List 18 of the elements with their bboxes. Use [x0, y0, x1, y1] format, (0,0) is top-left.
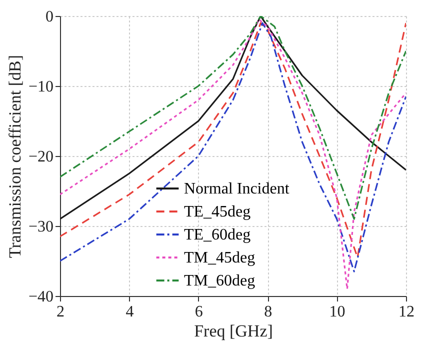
- x-axis-title: Freq [GHz]: [194, 322, 273, 340]
- x-tick-label: 12: [398, 304, 414, 320]
- x-tick-label: 6: [194, 304, 203, 320]
- legend-label: TE_45deg: [184, 204, 251, 220]
- x-tick-label: 2: [56, 304, 64, 320]
- y-tick-label: −20: [28, 148, 54, 166]
- legend-label: TE_60deg: [184, 226, 251, 244]
- y-tick-label: −10: [28, 78, 54, 96]
- x-tick-label: 8: [264, 304, 272, 320]
- x-tick-label: 10: [329, 304, 346, 320]
- x-tick-label: 4: [126, 304, 134, 320]
- y-tick-label: −30: [28, 218, 54, 236]
- y-tick-label: −40: [28, 288, 54, 306]
- legend-label: TM_60deg: [184, 272, 256, 290]
- y-axis-title: Transmission coefficient [dB]: [5, 54, 24, 258]
- legend-label: Normal Incident: [184, 180, 290, 198]
- y-tick-label: 0: [46, 8, 54, 26]
- legend-label: TM_45deg: [184, 250, 256, 266]
